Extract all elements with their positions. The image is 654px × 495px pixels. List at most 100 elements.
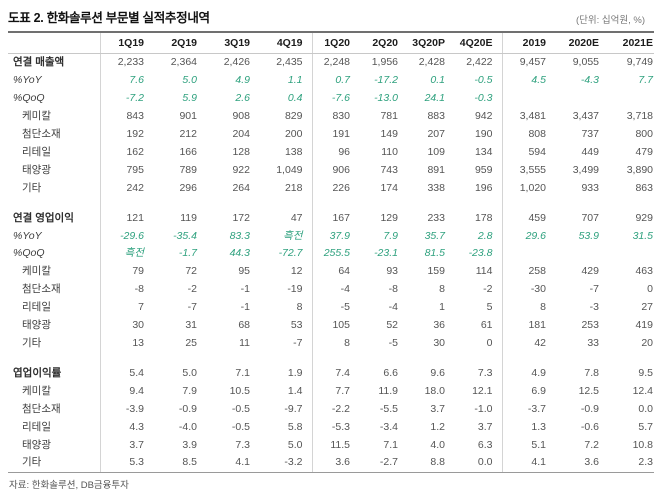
value-cell: 105 [311,316,359,335]
value-cell: 30 [99,316,153,335]
value-cell: -7.2 [99,89,153,108]
spacer-cell [311,352,359,365]
table-row: 태양광 30 31 68 53 105 52 36 61 181 253 419 [8,316,654,335]
value-cell: 61 [480,319,493,332]
value-cell: 1.9 [287,366,303,379]
value-cell: 0.7 [311,71,359,90]
value-cell: 7.4 [311,364,359,383]
value-cell: 1.2 [430,420,445,433]
value-cell: -23.8 [468,247,493,260]
value-cell: -3.7 [501,400,555,419]
value-cell: 166 [179,145,197,158]
table-row: 연결 매출액 2,233 2,364 2,426 2,435 2,248 1,956 2,42… [8,53,654,72]
value-cell: -7 [187,301,197,314]
row-label: 엽업이익률 [13,366,62,379]
value-cell: 흑전 [99,245,153,263]
value-cell: 929 [635,211,653,224]
value-cell: 149 [380,128,398,141]
column-header: 2Q20 [359,31,407,54]
value-cell: -35.4 [173,229,197,242]
row-label: 태양광 [22,319,51,332]
value-cell: 2,422 [466,56,493,69]
column-header: 2021E [608,31,654,54]
value-cell: 53.9 [578,229,599,242]
value-cell: 419 [635,319,653,332]
value-cell: 5.9 [182,92,197,105]
value-cell: 64 [311,262,359,281]
table-row: 기타 5.3 8.5 4.1 -3.2 3.6 -2.7 8.8 0.0 4.1 3.6 2.3 [8,454,654,473]
value-cell: 12.5 [578,384,599,397]
value-cell: 1.3 [501,418,555,437]
value-cell: 81.5 [424,247,445,260]
value-cell: -4.0 [178,420,197,433]
value-cell: 5.1 [501,436,555,455]
spacer-cell [501,197,555,210]
row-label: 첨단소재 [22,283,61,296]
column-header: 4Q19 [259,31,312,54]
value-cell: -8 [388,283,398,296]
value-cell: 36 [433,319,445,332]
value-cell: 8 [311,334,359,353]
spacer-cell [259,197,312,209]
value-cell: 134 [474,145,493,158]
value-cell: 0.0 [638,402,653,415]
value-cell: 7 [99,298,153,317]
value-cell: 255.5 [311,245,359,263]
value-cell: 37.9 [311,227,359,246]
value-cell: 830 [311,107,359,126]
value-cell: 207 [427,128,445,141]
value-cell: 3,890 [626,163,653,176]
spacer-cell [407,353,454,365]
value-cell: 10.5 [229,384,250,397]
value-cell: 7.8 [584,366,599,379]
value-cell: 781 [380,110,398,123]
value-cell [555,245,608,263]
value-cell: 10.8 [632,438,653,451]
table-row: %QoQ -7.2 5.9 2.6 0.4 -7.6 -13.0 24.1 -0.3 [8,89,654,108]
value-cell: 178 [474,211,493,224]
value-cell: 7.1 [235,366,250,379]
value-cell: 1,020 [501,179,555,198]
value-cell: 12 [290,265,303,278]
value-cell: 181 [501,316,555,335]
table-row: 기타 13 25 11 -7 8 -5 30 0 42 33 20 [8,334,654,353]
table-row: 리테일 162 166 128 138 96 110 109 134 594 449 479 [8,143,654,162]
value-cell: 5 [486,301,493,314]
spacer-cell [555,197,608,209]
column-header: 4Q20E [454,31,502,54]
value-cell [608,90,654,108]
row-label: 태양광 [22,163,51,176]
value-cell: 800 [635,128,653,141]
value-cell: 9.5 [638,366,653,379]
table-row: 리테일 7 -7 -1 8 -5 -4 1 5 8 -3 27 [8,298,654,317]
spacer-cell [99,352,153,365]
value-cell: -3 [589,301,599,314]
row-label: 태양광 [22,438,51,451]
value-cell: 959 [474,163,493,176]
table-row: 태양광 3.7 3.9 7.3 5.0 11.5 7.1 4.0 6.3 5.1 7.2 10.8 [8,436,654,455]
value-cell: 191 [311,125,359,144]
value-cell: 3,499 [572,163,599,176]
value-cell: -3.2 [259,454,312,473]
value-cell [501,89,555,108]
value-cell: 7.6 [99,71,153,90]
value-cell: -5 [388,336,398,349]
row-label-header [8,31,100,54]
value-cell: -2 [483,283,493,296]
value-cell: -13.0 [374,92,398,105]
row-label: 케미칼 [22,384,51,397]
value-cell: 3.6 [311,454,359,473]
value-cell: -9.7 [284,402,303,415]
value-cell: -19 [287,283,303,296]
row-label: 리테일 [22,301,51,314]
value-cell: 128 [232,145,250,158]
value-cell: 162 [99,143,153,162]
value-cell: 27 [641,301,653,314]
value-cell: 196 [474,181,493,194]
value-cell: 53 [290,319,303,332]
value-cell: 2.3 [608,454,654,473]
value-cell: 0 [647,283,653,296]
value-cell: 883 [427,110,445,123]
table-row: 연결 영업이익 121 119 172 47 167 129 233 178 459 707 929 [8,209,654,228]
